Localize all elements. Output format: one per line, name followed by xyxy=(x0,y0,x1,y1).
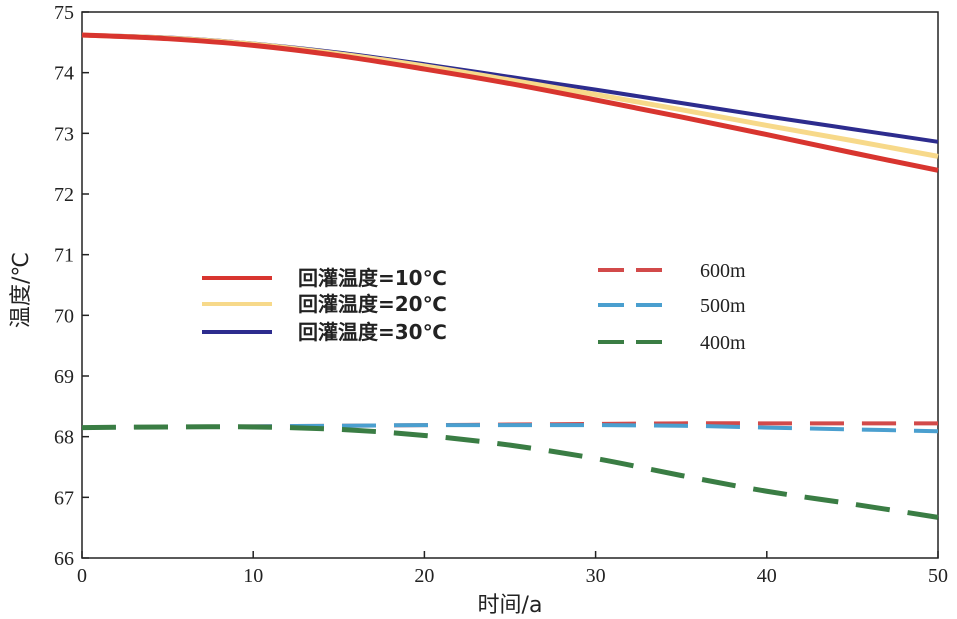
legend-label-10c: 回灌温度=10℃ xyxy=(298,266,447,290)
legend-label-500m: 500m xyxy=(700,295,746,317)
x-tick-label: 50 xyxy=(928,565,948,587)
x-tick-label: 40 xyxy=(757,565,777,587)
series-line-20c xyxy=(81,32,939,159)
series-line-400m xyxy=(81,424,939,520)
y-tick-label: 68 xyxy=(54,427,74,449)
x-tick-label: 10 xyxy=(243,565,263,587)
x-tick-label: 30 xyxy=(586,565,606,587)
series-line-10c xyxy=(81,32,939,173)
series-layer xyxy=(81,32,939,520)
y-tick-label: 66 xyxy=(54,548,74,570)
y-tick-label: 73 xyxy=(54,123,74,145)
plot-frame xyxy=(81,11,939,559)
y-tick-label: 69 xyxy=(54,366,74,388)
series-line-500m xyxy=(81,423,939,434)
legend-label-20c: 回灌温度=20℃ xyxy=(298,292,447,316)
y-tick-label: 74 xyxy=(54,63,74,85)
y-tick-label: 67 xyxy=(54,487,74,509)
y-tick-label: 71 xyxy=(54,245,74,267)
y-tick-label: 75 xyxy=(54,2,74,24)
legend-solid-lines: 回灌温度=10℃ 回灌温度=20℃ 回灌温度=30℃ xyxy=(202,266,447,344)
x-tick-label: 20 xyxy=(414,565,434,587)
series-line-30c xyxy=(81,33,939,144)
x-tick-label: 0 xyxy=(77,565,87,587)
y-tick-label: 72 xyxy=(54,184,74,206)
y-axis-title: 温度/℃ xyxy=(9,252,34,328)
legend-label-30c: 回灌温度=30℃ xyxy=(298,320,447,344)
legend-label-400m: 400m xyxy=(700,332,746,354)
x-axis-title: 时间/a xyxy=(478,593,543,618)
tick-layer: 0 10 20 30 40 50 66 67 68 69 70 71 72 73 74 75 xyxy=(54,2,948,587)
legend-label-600m: 600m xyxy=(700,260,746,282)
legend-dashed-lines: 600m 500m 400m xyxy=(598,260,746,354)
y-tick-label: 70 xyxy=(54,305,74,327)
